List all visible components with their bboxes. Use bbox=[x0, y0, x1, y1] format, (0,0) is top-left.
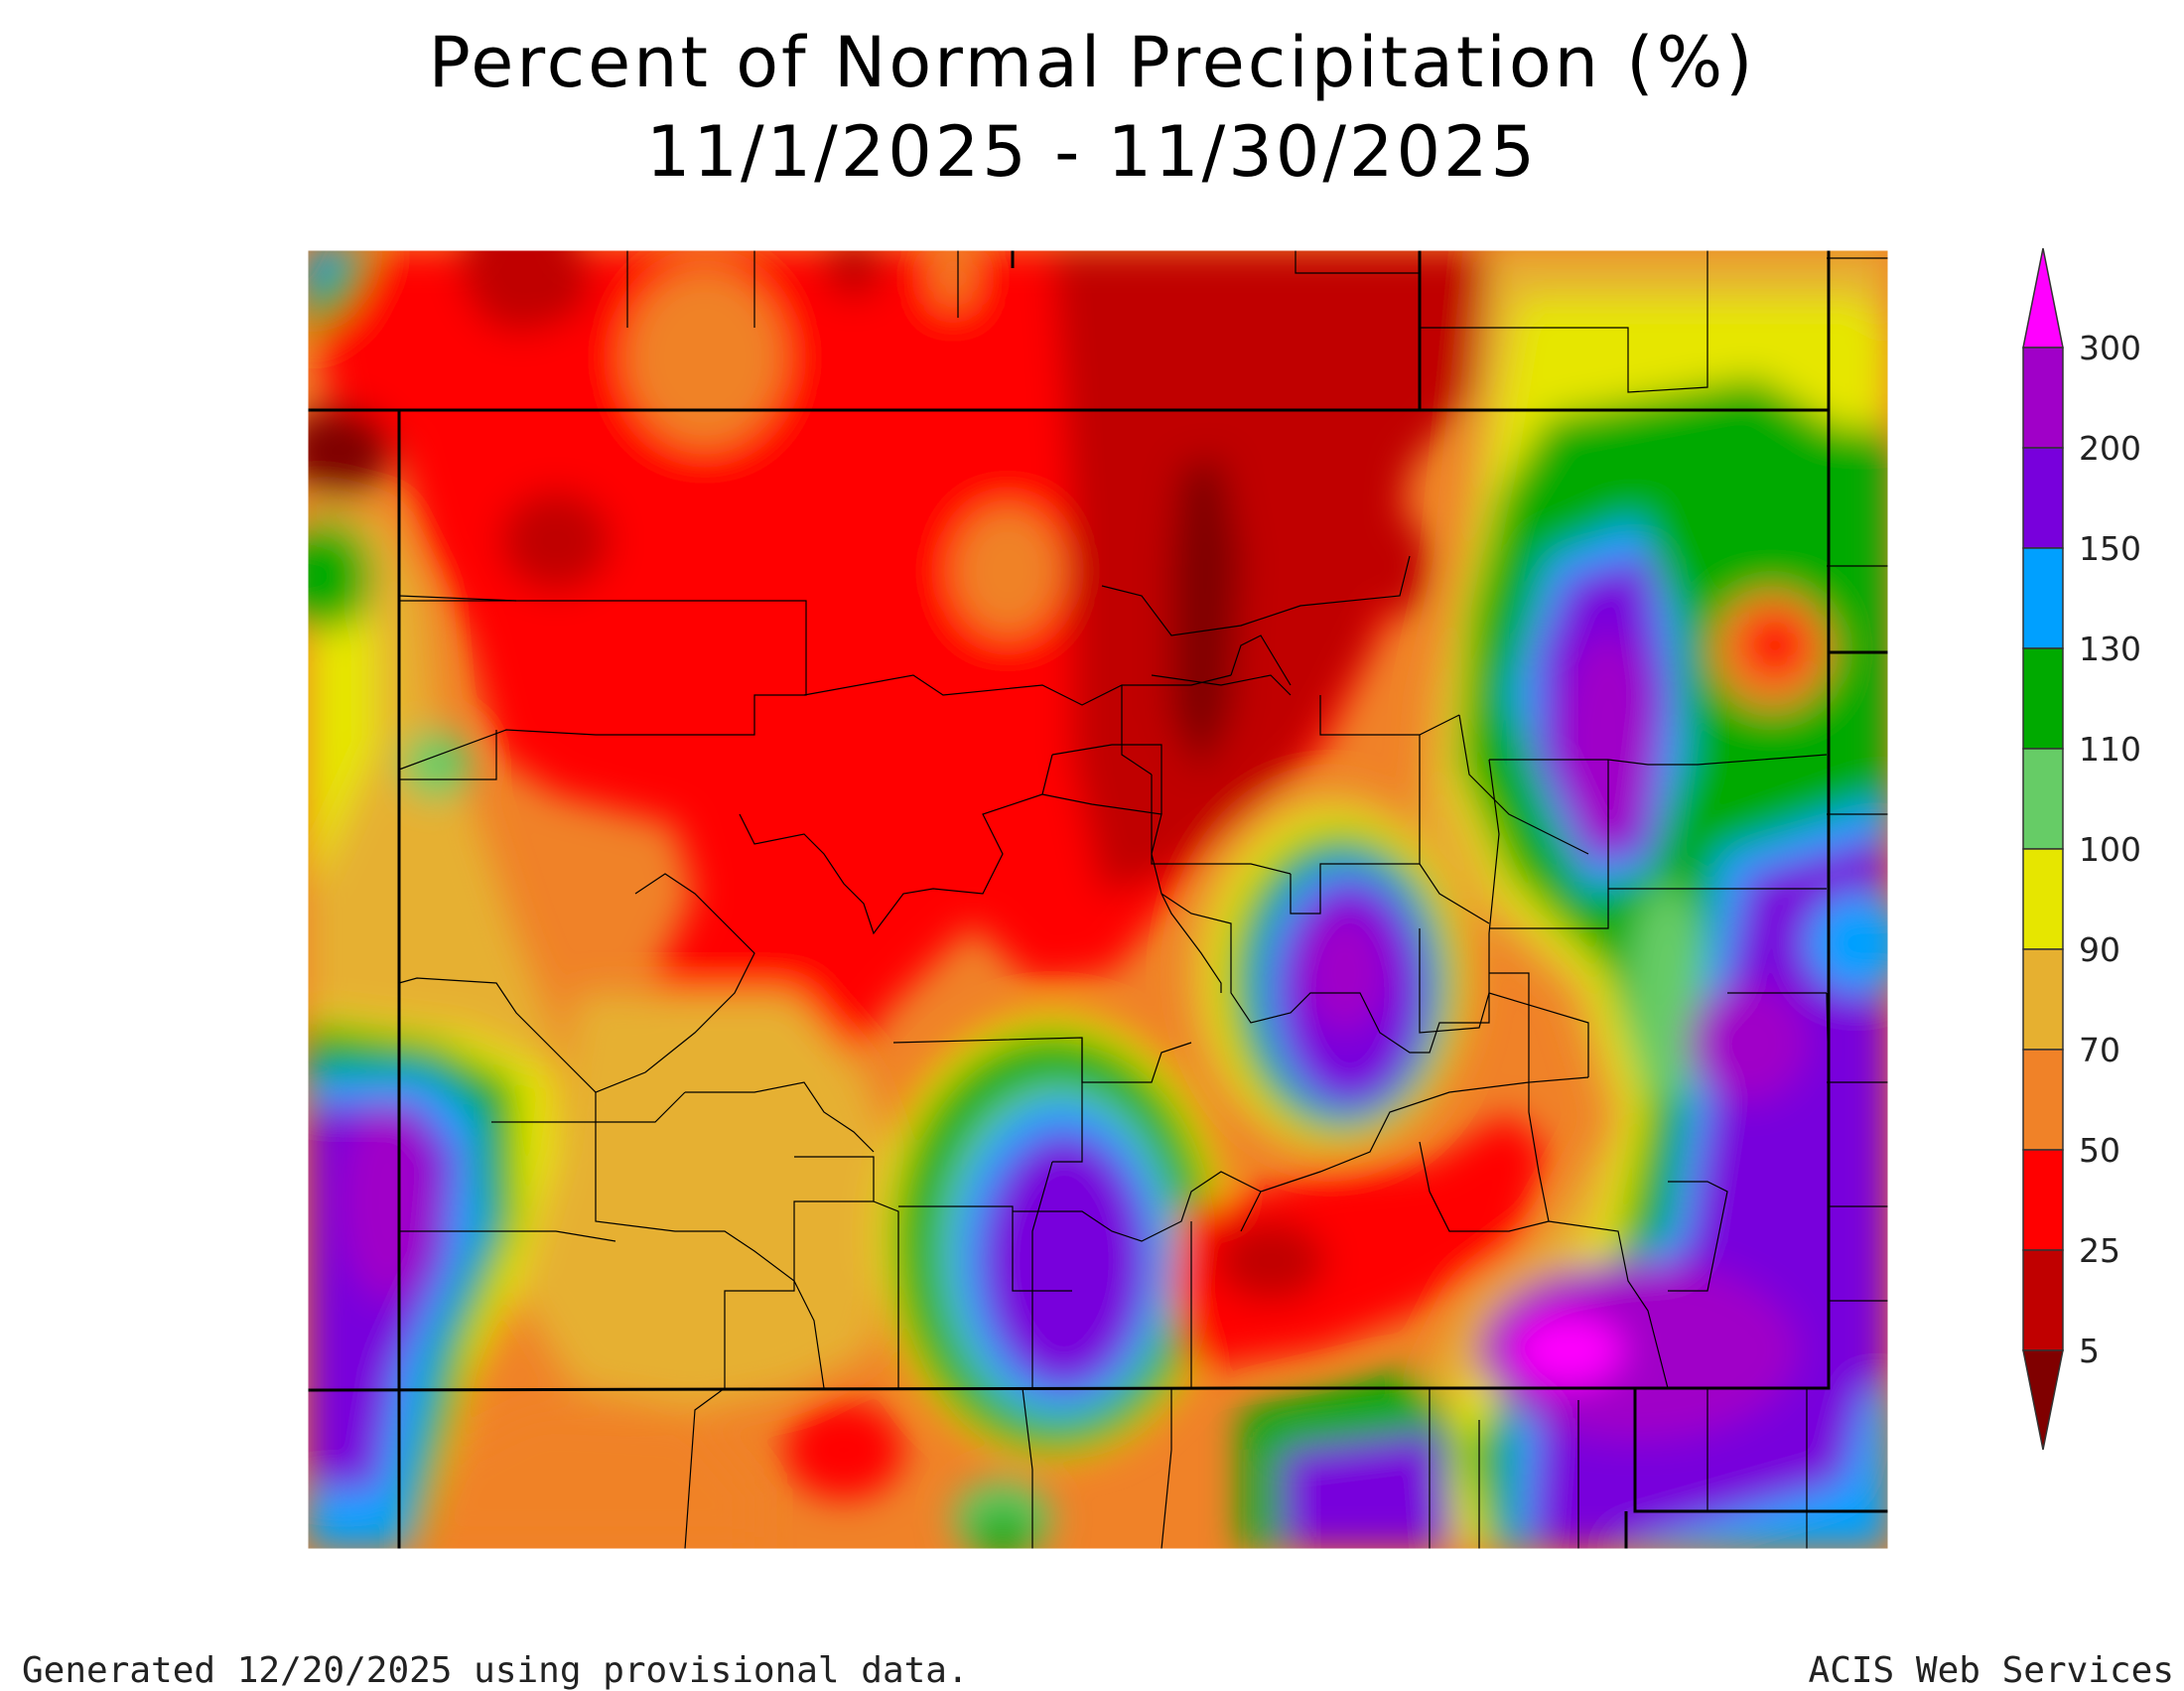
map-date-range: 11/1/2025 - 11/30/2025 bbox=[645, 111, 1539, 193]
legend-swatch-70-90 bbox=[2022, 948, 2064, 1051]
legend-tick-label: 200 bbox=[2079, 429, 2141, 468]
legend-tick-label: 50 bbox=[2079, 1131, 2120, 1170]
legend-tick-label: 150 bbox=[2079, 529, 2141, 568]
legend-tick-label: 25 bbox=[2079, 1231, 2120, 1270]
legend-swatch-200-300 bbox=[2022, 347, 2064, 449]
legend-swatch-below-5 bbox=[2022, 1349, 2064, 1451]
legend-swatch-150-200 bbox=[2022, 447, 2064, 549]
legend-tick-label: 130 bbox=[2079, 630, 2141, 668]
map-field bbox=[308, 250, 1888, 1549]
source-credit: ACIS Web Services bbox=[1808, 1650, 2174, 1691]
legend-tick-label: 90 bbox=[2079, 930, 2120, 969]
legend-swatch-50-70 bbox=[2022, 1049, 2064, 1151]
legend-colorbar: 300 200 150 130 110 100 90 70 50 25 5 bbox=[2022, 247, 2141, 1451]
legend-swatch-100-110 bbox=[2022, 748, 2064, 850]
legend-tick-label: 300 bbox=[2079, 329, 2141, 367]
legend-swatch-110-130 bbox=[2022, 647, 2064, 750]
legend-swatch-25-50 bbox=[2022, 1149, 2064, 1251]
legend-tick-label: 110 bbox=[2079, 730, 2141, 769]
legend-swatch-130-150 bbox=[2022, 547, 2064, 649]
generated-note: Generated 12/20/2025 using provisional d… bbox=[22, 1650, 969, 1691]
legend-tick-label: 100 bbox=[2079, 830, 2141, 869]
legend-tick-label: 5 bbox=[2079, 1332, 2100, 1370]
legend-swatch-5-25 bbox=[2022, 1249, 2064, 1351]
legend-swatch-above-300 bbox=[2022, 247, 2064, 349]
map-title: Percent of Normal Precipitation (%) bbox=[428, 22, 1756, 103]
legend-tick-label: 70 bbox=[2079, 1031, 2120, 1069]
legend-swatch-90-100 bbox=[2022, 848, 2064, 950]
boundaries bbox=[307, 250, 1888, 1550]
